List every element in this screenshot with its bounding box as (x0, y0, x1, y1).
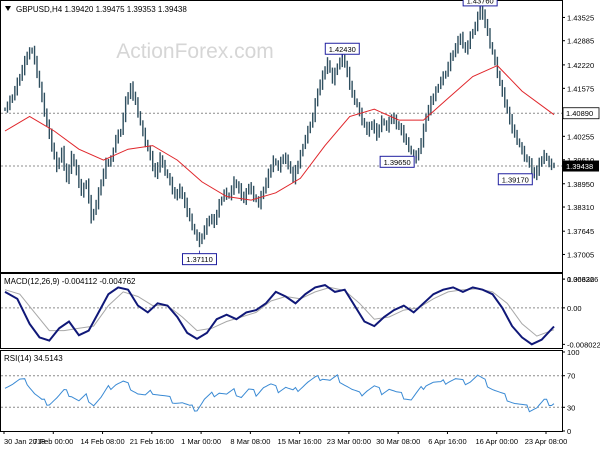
x-tick-label: 7 Feb 00:00 (33, 437, 73, 446)
rsi-tick-label: 0 (567, 427, 571, 436)
current-price-tag (563, 160, 599, 172)
price-label-box (497, 173, 533, 186)
price-label-box (462, 0, 498, 7)
price-label-text: 1.43760 (467, 0, 494, 5)
rsi-tick-label: 30 (567, 403, 575, 412)
rsi-layer: 100 70 30 0 (1, 348, 580, 436)
price-label-text: 1.39650 (384, 158, 411, 167)
x-tick-label: 30 Mar 08:00 (376, 437, 420, 446)
x-tick-label: 16 Apr 00:00 (475, 437, 518, 446)
x-tick-label: 1 Mar 00:00 (181, 437, 221, 446)
price-label-box (324, 42, 360, 55)
price-tick-label: 1.42220 (567, 61, 594, 70)
macd-tick-label: 0.00 (567, 304, 582, 313)
x-tick-label: 8 Mar 08:00 (230, 437, 270, 446)
price-tick-label: 1.38950 (567, 180, 594, 189)
price-tick-label: 1.43525 (567, 13, 594, 22)
price-label-text: 1.42430 (329, 45, 356, 54)
rsi-tick-label: 70 (567, 372, 575, 381)
moving-average-line (4, 65, 555, 201)
macd-tick-label: -0.008022 (567, 340, 600, 349)
x-tick-label: 21 Feb 16:00 (130, 437, 174, 446)
level-price-tag (562, 107, 600, 120)
rsi-tick-label: 100 (567, 348, 580, 357)
price-layer: 1.43525 1.42885 1.42220 1.41575 1.40890 1.402… (1, 0, 600, 284)
price-label-box (181, 253, 217, 266)
macd-title: MACD(12,26,9) -0.004112 -0.004762 (4, 277, 136, 286)
current-price-tick: 1.39438 (566, 162, 593, 171)
macd-line (4, 284, 555, 346)
x-tick-label: 15 Mar 16:00 (278, 437, 322, 446)
price-tick-label: 1.36326 (567, 275, 594, 284)
price-label-text: 1.39170 (502, 175, 529, 184)
price-tick-label: 1.42885 (567, 37, 594, 46)
rsi-title: RSI(14) 34.5143 (4, 354, 63, 363)
x-tick-label: 23 Mar 00:00 (327, 437, 371, 446)
macd-panel-frame (0, 273, 563, 349)
price-label-box (379, 155, 415, 168)
price-tick-label: 1.39610 (567, 156, 594, 165)
x-tick-label: 30 Jan 2018 (4, 437, 45, 446)
symbol-header: GBPUSD,H4 1.39420 1.39475 1.39353 1.3943… (16, 5, 187, 14)
watermark: ActionForex.com (116, 40, 274, 63)
macd-tick-label: 0.006326 (567, 275, 598, 284)
price-tick-label: 1.38310 (567, 203, 594, 212)
x-tick-label: 6 Apr 16:00 (428, 437, 466, 446)
price-label-text: 1.37110 (186, 255, 213, 264)
level-price-tick: 1.40890 (566, 109, 593, 118)
macd-layer: 0.006326 0.00 -0.008022 (1, 275, 600, 349)
price-tick-label: 1.40255 (567, 132, 594, 141)
rsi-panel-frame (0, 350, 563, 432)
price-tick-label: 1.37645 (567, 227, 594, 236)
x-tick-label: 23 Apr 08:00 (525, 437, 568, 446)
x-tick-label: 14 Feb 08:00 (80, 437, 124, 446)
header-triangle-icon (5, 6, 11, 11)
price-tick-label: 1.37005 (567, 250, 594, 259)
rsi-line (4, 374, 555, 413)
price-tick-label: 1.41575 (567, 84, 594, 93)
